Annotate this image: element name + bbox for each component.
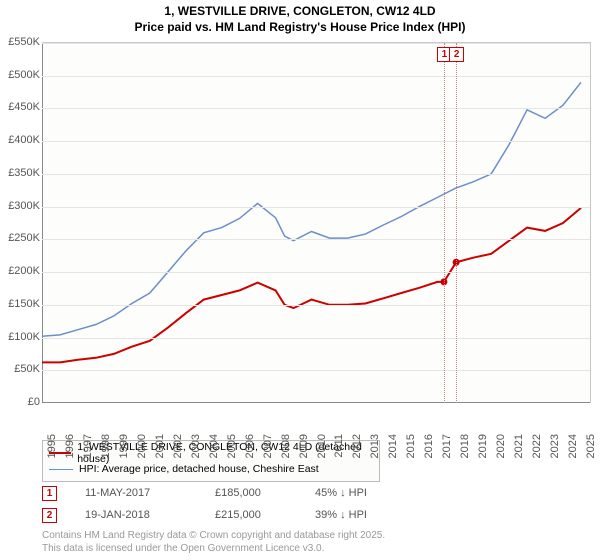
x-tick-label: 2020 <box>495 434 507 458</box>
footnote-line1: Contains HM Land Registry data © Crown c… <box>42 530 385 541</box>
x-tick-label: 1995 <box>46 434 58 458</box>
x-tick-label: 2010 <box>316 434 328 458</box>
x-tick-label: 1997 <box>82 434 94 458</box>
x-tick-label: 1999 <box>118 434 130 458</box>
transaction-row: 2 19-JAN-2018£215,00039% ↓ HPI <box>42 504 415 526</box>
x-tick-label: 1996 <box>64 434 76 458</box>
y-tick-label: £250K <box>0 232 40 244</box>
x-tick-label: 2000 <box>136 434 148 458</box>
x-tick-label: 2002 <box>172 434 184 458</box>
x-tick-label: 2016 <box>423 434 435 458</box>
x-tick-label: 2004 <box>208 434 220 458</box>
y-tick-label: £0 <box>0 396 40 408</box>
transaction-marker-small: 2 <box>42 508 57 523</box>
y-tick-label: £450K <box>0 101 40 113</box>
y-tick-label: £400K <box>0 134 40 146</box>
gridline <box>42 338 590 339</box>
x-tick-label: 2021 <box>513 434 525 458</box>
gridline <box>42 141 590 142</box>
x-tick-label: 2005 <box>226 434 238 458</box>
y-tick-label: £50K <box>0 363 40 375</box>
x-tick-label: 2018 <box>459 434 471 458</box>
gridline <box>42 239 590 240</box>
transaction-marker-small: 1 <box>42 486 57 501</box>
series-line-hpi <box>42 82 581 336</box>
x-tick-label: 2003 <box>190 434 202 458</box>
x-tick-label: 2007 <box>262 434 274 458</box>
x-tick-label: 2024 <box>567 434 579 458</box>
footnote: Contains HM Land Registry data © Crown c… <box>42 530 385 555</box>
gridline <box>42 305 590 306</box>
gridline <box>42 174 590 175</box>
transaction-marker: 2 <box>449 47 464 62</box>
y-tick-label: £300K <box>0 200 40 212</box>
gridline <box>42 207 590 208</box>
gridline <box>42 43 590 44</box>
chart-title-line2: Price paid vs. HM Land Registry's House … <box>0 20 600 34</box>
x-tick-label: 2008 <box>280 434 292 458</box>
legend-label: HPI: Average price, detached house, Ches… <box>79 463 319 475</box>
y-tick-label: £200K <box>0 265 40 277</box>
x-tick-label: 2015 <box>405 434 417 458</box>
x-tick-label: 2009 <box>298 434 310 458</box>
x-tick-label: 2006 <box>244 434 256 458</box>
y-tick-label: £150K <box>0 298 40 310</box>
footnote-line2: This data is licensed under the Open Gov… <box>42 543 324 554</box>
x-tick-label: 2012 <box>351 434 363 458</box>
transaction-pct: 45% ↓ HPI <box>315 487 415 499</box>
chart-lines <box>42 43 590 403</box>
x-tick-label: 1998 <box>100 434 112 458</box>
transaction-row: 1 11-MAY-2017£185,00045% ↓ HPI <box>42 482 415 504</box>
x-tick-label: 2022 <box>531 434 543 458</box>
transactions-table: 1 11-MAY-2017£185,00045% ↓ HPI 2 19-JAN-201… <box>42 482 415 526</box>
x-tick-label: 2011 <box>333 434 345 458</box>
x-tick-label: 2001 <box>154 434 166 458</box>
transaction-pct: 39% ↓ HPI <box>315 509 415 521</box>
transaction-price: £185,000 <box>215 487 315 499</box>
transaction-date: 19-JAN-2018 <box>85 509 215 521</box>
chart-plot-area <box>42 42 591 403</box>
gridline <box>42 272 590 273</box>
gridline <box>42 108 590 109</box>
gridline <box>42 76 590 77</box>
transaction-date: 11-MAY-2017 <box>85 487 215 499</box>
x-tick-label: 2014 <box>387 434 399 458</box>
y-tick-label: £350K <box>0 167 40 179</box>
x-tick-label: 2019 <box>477 434 489 458</box>
gridline <box>42 370 590 371</box>
legend-swatch <box>49 469 73 470</box>
x-tick-label: 2025 <box>585 434 597 458</box>
transaction-vline <box>456 43 457 403</box>
x-tick-label: 2023 <box>549 434 561 458</box>
y-tick-label: £100K <box>0 331 40 343</box>
y-tick-label: £500K <box>0 69 40 81</box>
chart-title-line1: 1, WESTVILLE DRIVE, CONGLETON, CW12 4LD <box>0 0 600 20</box>
x-tick-label: 2017 <box>441 434 453 458</box>
y-tick-label: £550K <box>0 36 40 48</box>
transaction-price: £215,000 <box>215 509 315 521</box>
x-tick-label: 2013 <box>369 434 381 458</box>
transaction-vline <box>444 43 445 403</box>
